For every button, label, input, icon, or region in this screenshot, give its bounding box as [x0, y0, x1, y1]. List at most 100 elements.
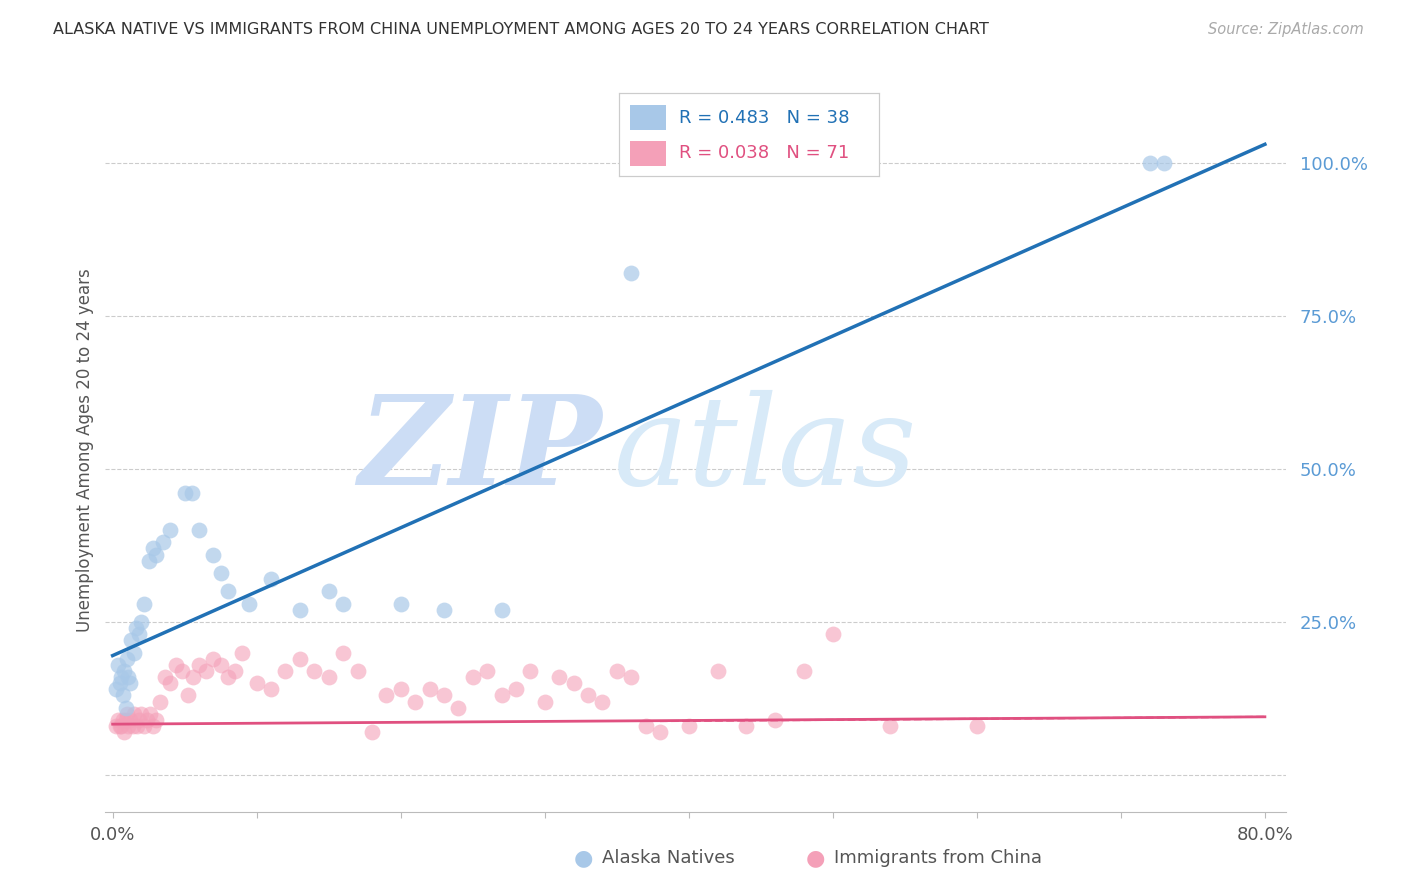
Point: [246, 676, 269, 690]
Point: [404, 694, 426, 708]
Point: [165, 657, 187, 672]
Point: [346, 664, 368, 678]
Point: [170, 664, 193, 678]
Point: [159, 676, 181, 690]
Point: [104, 719, 127, 733]
Point: [145, 713, 167, 727]
Point: [131, 706, 153, 721]
Point: [274, 664, 297, 678]
Point: [591, 694, 613, 708]
Point: [110, 670, 132, 684]
Point: [117, 719, 139, 733]
Point: [519, 664, 541, 678]
Point: [260, 682, 283, 697]
Point: [127, 719, 149, 733]
Point: [735, 719, 758, 733]
Point: [114, 700, 136, 714]
Point: [152, 535, 174, 549]
Point: [288, 602, 311, 616]
Point: [104, 682, 127, 697]
Point: [118, 713, 141, 727]
Point: [763, 713, 786, 727]
Point: [238, 597, 260, 611]
Point: [318, 670, 340, 684]
Point: [966, 719, 988, 733]
Text: ●: ●: [806, 848, 825, 868]
Point: [112, 725, 135, 739]
Point: [548, 670, 571, 684]
Point: [159, 523, 181, 537]
Point: [134, 719, 156, 733]
Point: [433, 602, 456, 616]
Point: [128, 627, 150, 641]
Point: [118, 676, 141, 690]
Text: ALASKA NATIVE VS IMMIGRANTS FROM CHINA UNEMPLOYMENT AMONG AGES 20 TO 24 YEARS CO: ALASKA NATIVE VS IMMIGRANTS FROM CHINA U…: [53, 22, 990, 37]
Point: [217, 670, 239, 684]
Point: [115, 651, 138, 665]
Point: [202, 651, 225, 665]
Point: [793, 664, 815, 678]
Point: [111, 689, 134, 703]
Point: [217, 584, 239, 599]
Point: [260, 572, 283, 586]
Point: [288, 651, 311, 665]
Point: [389, 597, 412, 611]
Point: [173, 486, 195, 500]
Point: [706, 664, 728, 678]
Point: [114, 713, 136, 727]
Point: [433, 689, 456, 703]
Point: [108, 719, 131, 733]
Point: [491, 689, 513, 703]
Point: [606, 664, 628, 678]
Point: [188, 523, 211, 537]
Text: Source: ZipAtlas.com: Source: ZipAtlas.com: [1208, 22, 1364, 37]
Point: [231, 646, 253, 660]
Point: [125, 621, 148, 635]
Point: [375, 689, 398, 703]
Point: [180, 486, 202, 500]
Point: [475, 664, 498, 678]
Point: [678, 719, 700, 733]
Point: [111, 713, 134, 727]
Text: Immigrants from China: Immigrants from China: [834, 849, 1042, 867]
Point: [115, 706, 138, 721]
Point: [418, 682, 440, 697]
Point: [122, 706, 145, 721]
Point: [491, 602, 513, 616]
Point: [145, 548, 167, 562]
Point: [562, 676, 585, 690]
Text: atlas: atlas: [613, 390, 917, 511]
Point: [110, 719, 132, 733]
Point: [821, 627, 844, 641]
Point: [120, 633, 142, 648]
Point: [181, 670, 204, 684]
Point: [620, 670, 643, 684]
Point: [142, 719, 165, 733]
Point: [112, 664, 135, 678]
Point: [142, 541, 165, 556]
Text: ZIP: ZIP: [357, 390, 602, 511]
Point: [209, 566, 232, 580]
Point: [131, 615, 153, 629]
Point: [136, 713, 159, 727]
Point: [122, 646, 145, 660]
Text: Alaska Natives: Alaska Natives: [602, 849, 734, 867]
Point: [634, 719, 657, 733]
Point: [304, 664, 326, 678]
Point: [188, 657, 211, 672]
Point: [1153, 155, 1175, 169]
Point: [505, 682, 527, 697]
Point: [1139, 155, 1161, 169]
Point: [117, 670, 139, 684]
Point: [648, 725, 671, 739]
Point: [361, 725, 384, 739]
Point: [332, 646, 354, 660]
Point: [121, 719, 143, 733]
Point: [318, 584, 340, 599]
Point: [139, 706, 162, 721]
Point: [153, 670, 176, 684]
Point: [620, 266, 643, 280]
Point: [389, 682, 412, 697]
Point: [447, 700, 470, 714]
Point: [195, 664, 218, 678]
